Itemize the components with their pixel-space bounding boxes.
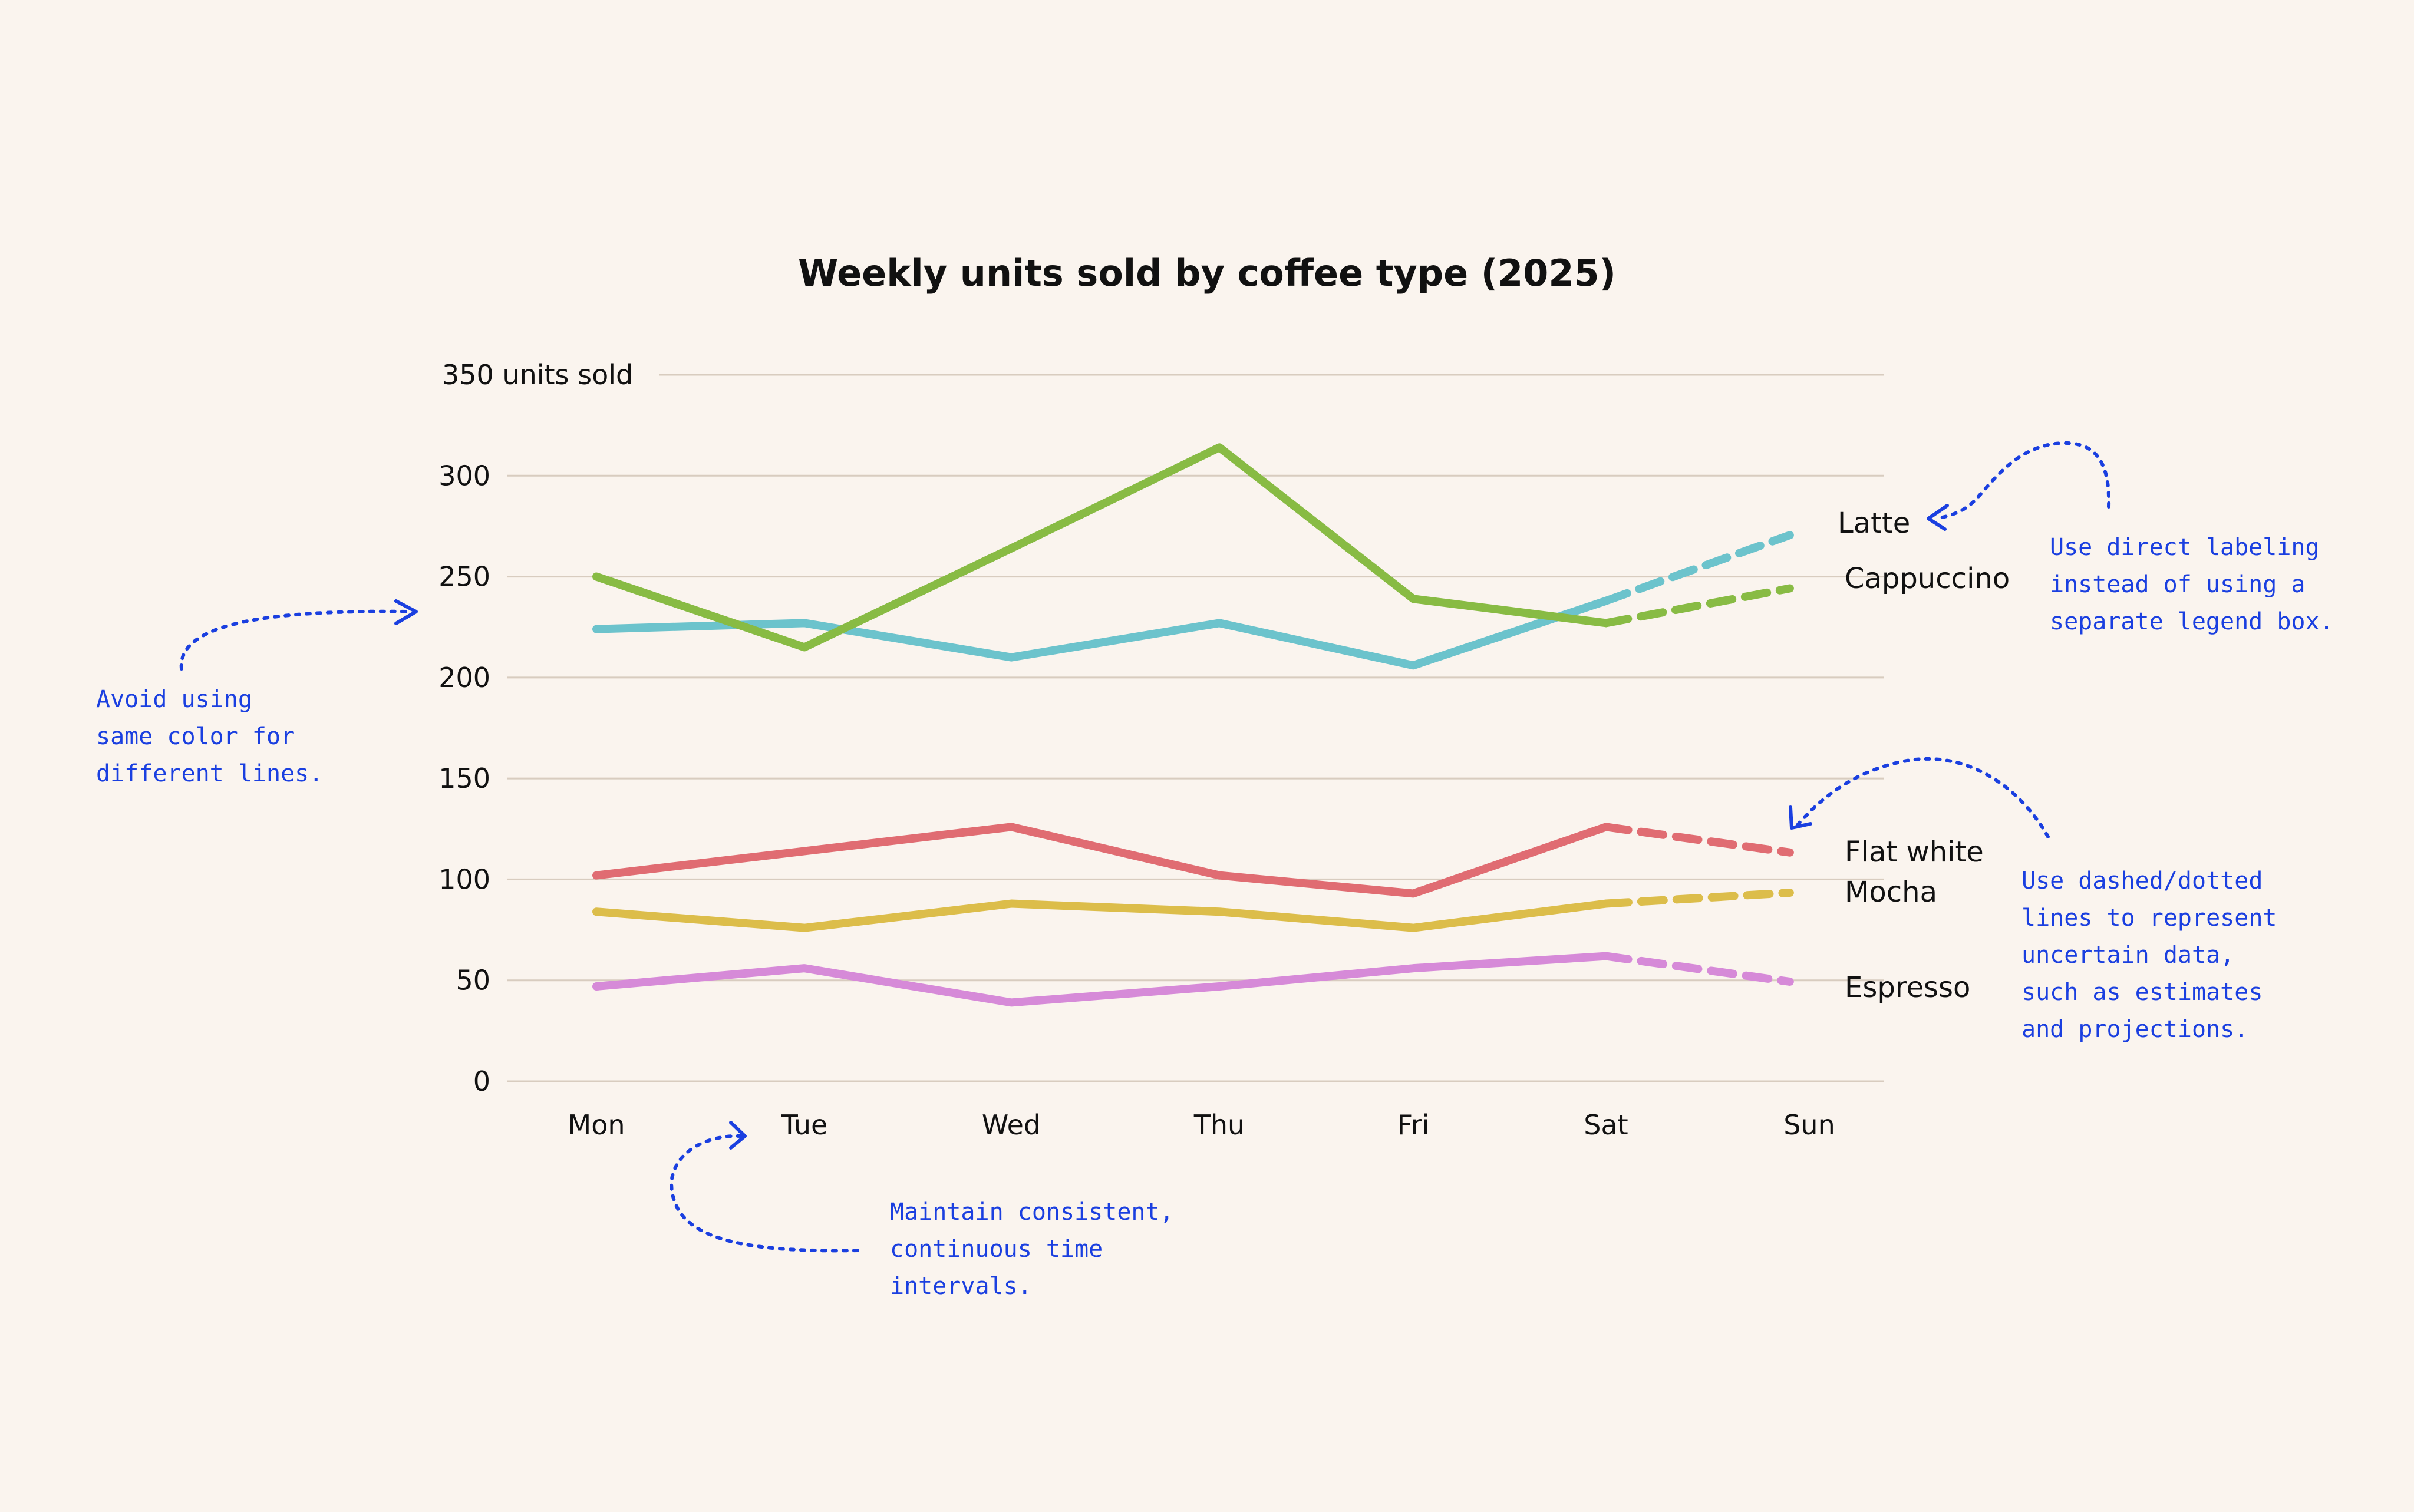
annotation-line: Avoid using xyxy=(96,686,252,713)
gridlines xyxy=(507,374,1884,1082)
annotation-line: instead of using a xyxy=(2050,571,2305,598)
annotation-color: Avoid using same color for different lines… xyxy=(96,686,323,787)
flat-white-label: Flat white xyxy=(1845,836,1984,869)
latte-line-estimate xyxy=(1602,531,1794,605)
annotation-line: different lines. xyxy=(96,760,323,787)
x-tick-label: Wed xyxy=(982,1109,1041,1141)
y-tick-label: 350 units sold xyxy=(442,359,633,391)
x-tick-label: Fri xyxy=(1397,1109,1430,1141)
mocha-line-estimate xyxy=(1602,888,1794,908)
y-axis-ticks: 0 50 100 150 200 250 300 350 units sold xyxy=(438,359,633,1097)
arrow-head-icon xyxy=(394,599,418,625)
y-tick-label: 150 xyxy=(438,762,490,794)
chart-title: Weekly units sold by coffee type (2025) xyxy=(798,252,1616,295)
annotation-line: Use direct labeling xyxy=(2050,534,2320,561)
espresso-label: Espresso xyxy=(1845,971,1970,1004)
annotation-line: uncertain data, xyxy=(2021,942,2234,969)
arrow-head-icon xyxy=(729,1121,747,1150)
annotation-labeling: Use direct labeling instead of using a sep… xyxy=(2050,534,2334,635)
y-tick-label: 100 xyxy=(438,863,490,895)
annotation-line: Maintain consistent, xyxy=(890,1199,1174,1226)
cappuccino-line-actual xyxy=(592,443,1610,652)
y-tick-label: 0 xyxy=(473,1065,490,1097)
annotations: Avoid using same color for different lines… xyxy=(96,441,2334,1300)
annotation-line: lines to represent xyxy=(2021,904,2277,932)
series-labels: Latte Cappuccino Flat white Mocha Espresso xyxy=(1838,507,2010,1004)
annotation-line: same color for xyxy=(96,723,295,750)
annotation-arrow-dashed xyxy=(1796,757,2050,838)
arrow-head-icon xyxy=(1927,504,1949,531)
annotation-line: separate legend box. xyxy=(2050,608,2334,635)
latte-label: Latte xyxy=(1838,507,1910,540)
mocha-label: Mocha xyxy=(1845,876,1937,909)
annotation-line: Use dashed/dotted xyxy=(2021,867,2263,894)
cappuccino-line-estimate xyxy=(1602,584,1794,628)
mocha-line-actual xyxy=(592,899,1610,932)
series-lines xyxy=(592,443,1810,1007)
x-tick-label: Tue xyxy=(781,1109,828,1141)
y-tick-label: 200 xyxy=(438,662,490,694)
annotation-dashed: Use dashed/dotted lines to represent uncer… xyxy=(2021,867,2277,1043)
flat-white-line-actual xyxy=(592,823,1610,898)
annotation-arrow-intervals xyxy=(670,1134,859,1253)
annotation-intervals: Maintain consistent, continuous time inter… xyxy=(890,1199,1174,1300)
y-tick-label: 300 xyxy=(438,460,490,491)
y-tick-label: 50 xyxy=(456,965,490,996)
annotation-line: continuous time xyxy=(890,1236,1103,1263)
annotation-line: such as estimates xyxy=(2021,979,2263,1006)
annotation-arrow-labeling xyxy=(1934,441,2111,520)
y-tick-label: 250 xyxy=(438,561,490,593)
flat-white-line-estimate xyxy=(1602,823,1794,857)
cappuccino-label: Cappuccino xyxy=(1845,562,2010,595)
arrow-head-icon xyxy=(1789,805,1812,830)
x-tick-label: Sat xyxy=(1584,1109,1628,1141)
x-tick-label: Thu xyxy=(1193,1109,1245,1141)
annotation-line: intervals. xyxy=(890,1273,1032,1300)
annotation-arrow-color xyxy=(179,609,408,671)
annotation-line: and projections. xyxy=(2021,1016,2248,1043)
x-tick-label: Sun xyxy=(1783,1109,1835,1141)
x-tick-label: Mon xyxy=(568,1109,625,1141)
latte-line-actual xyxy=(592,596,1610,670)
espresso-line-estimate xyxy=(1602,952,1794,986)
x-axis-ticks: Mon Tue Wed Thu Fri Sat Sun xyxy=(568,1109,1835,1141)
espresso-line-actual xyxy=(592,952,1610,1007)
